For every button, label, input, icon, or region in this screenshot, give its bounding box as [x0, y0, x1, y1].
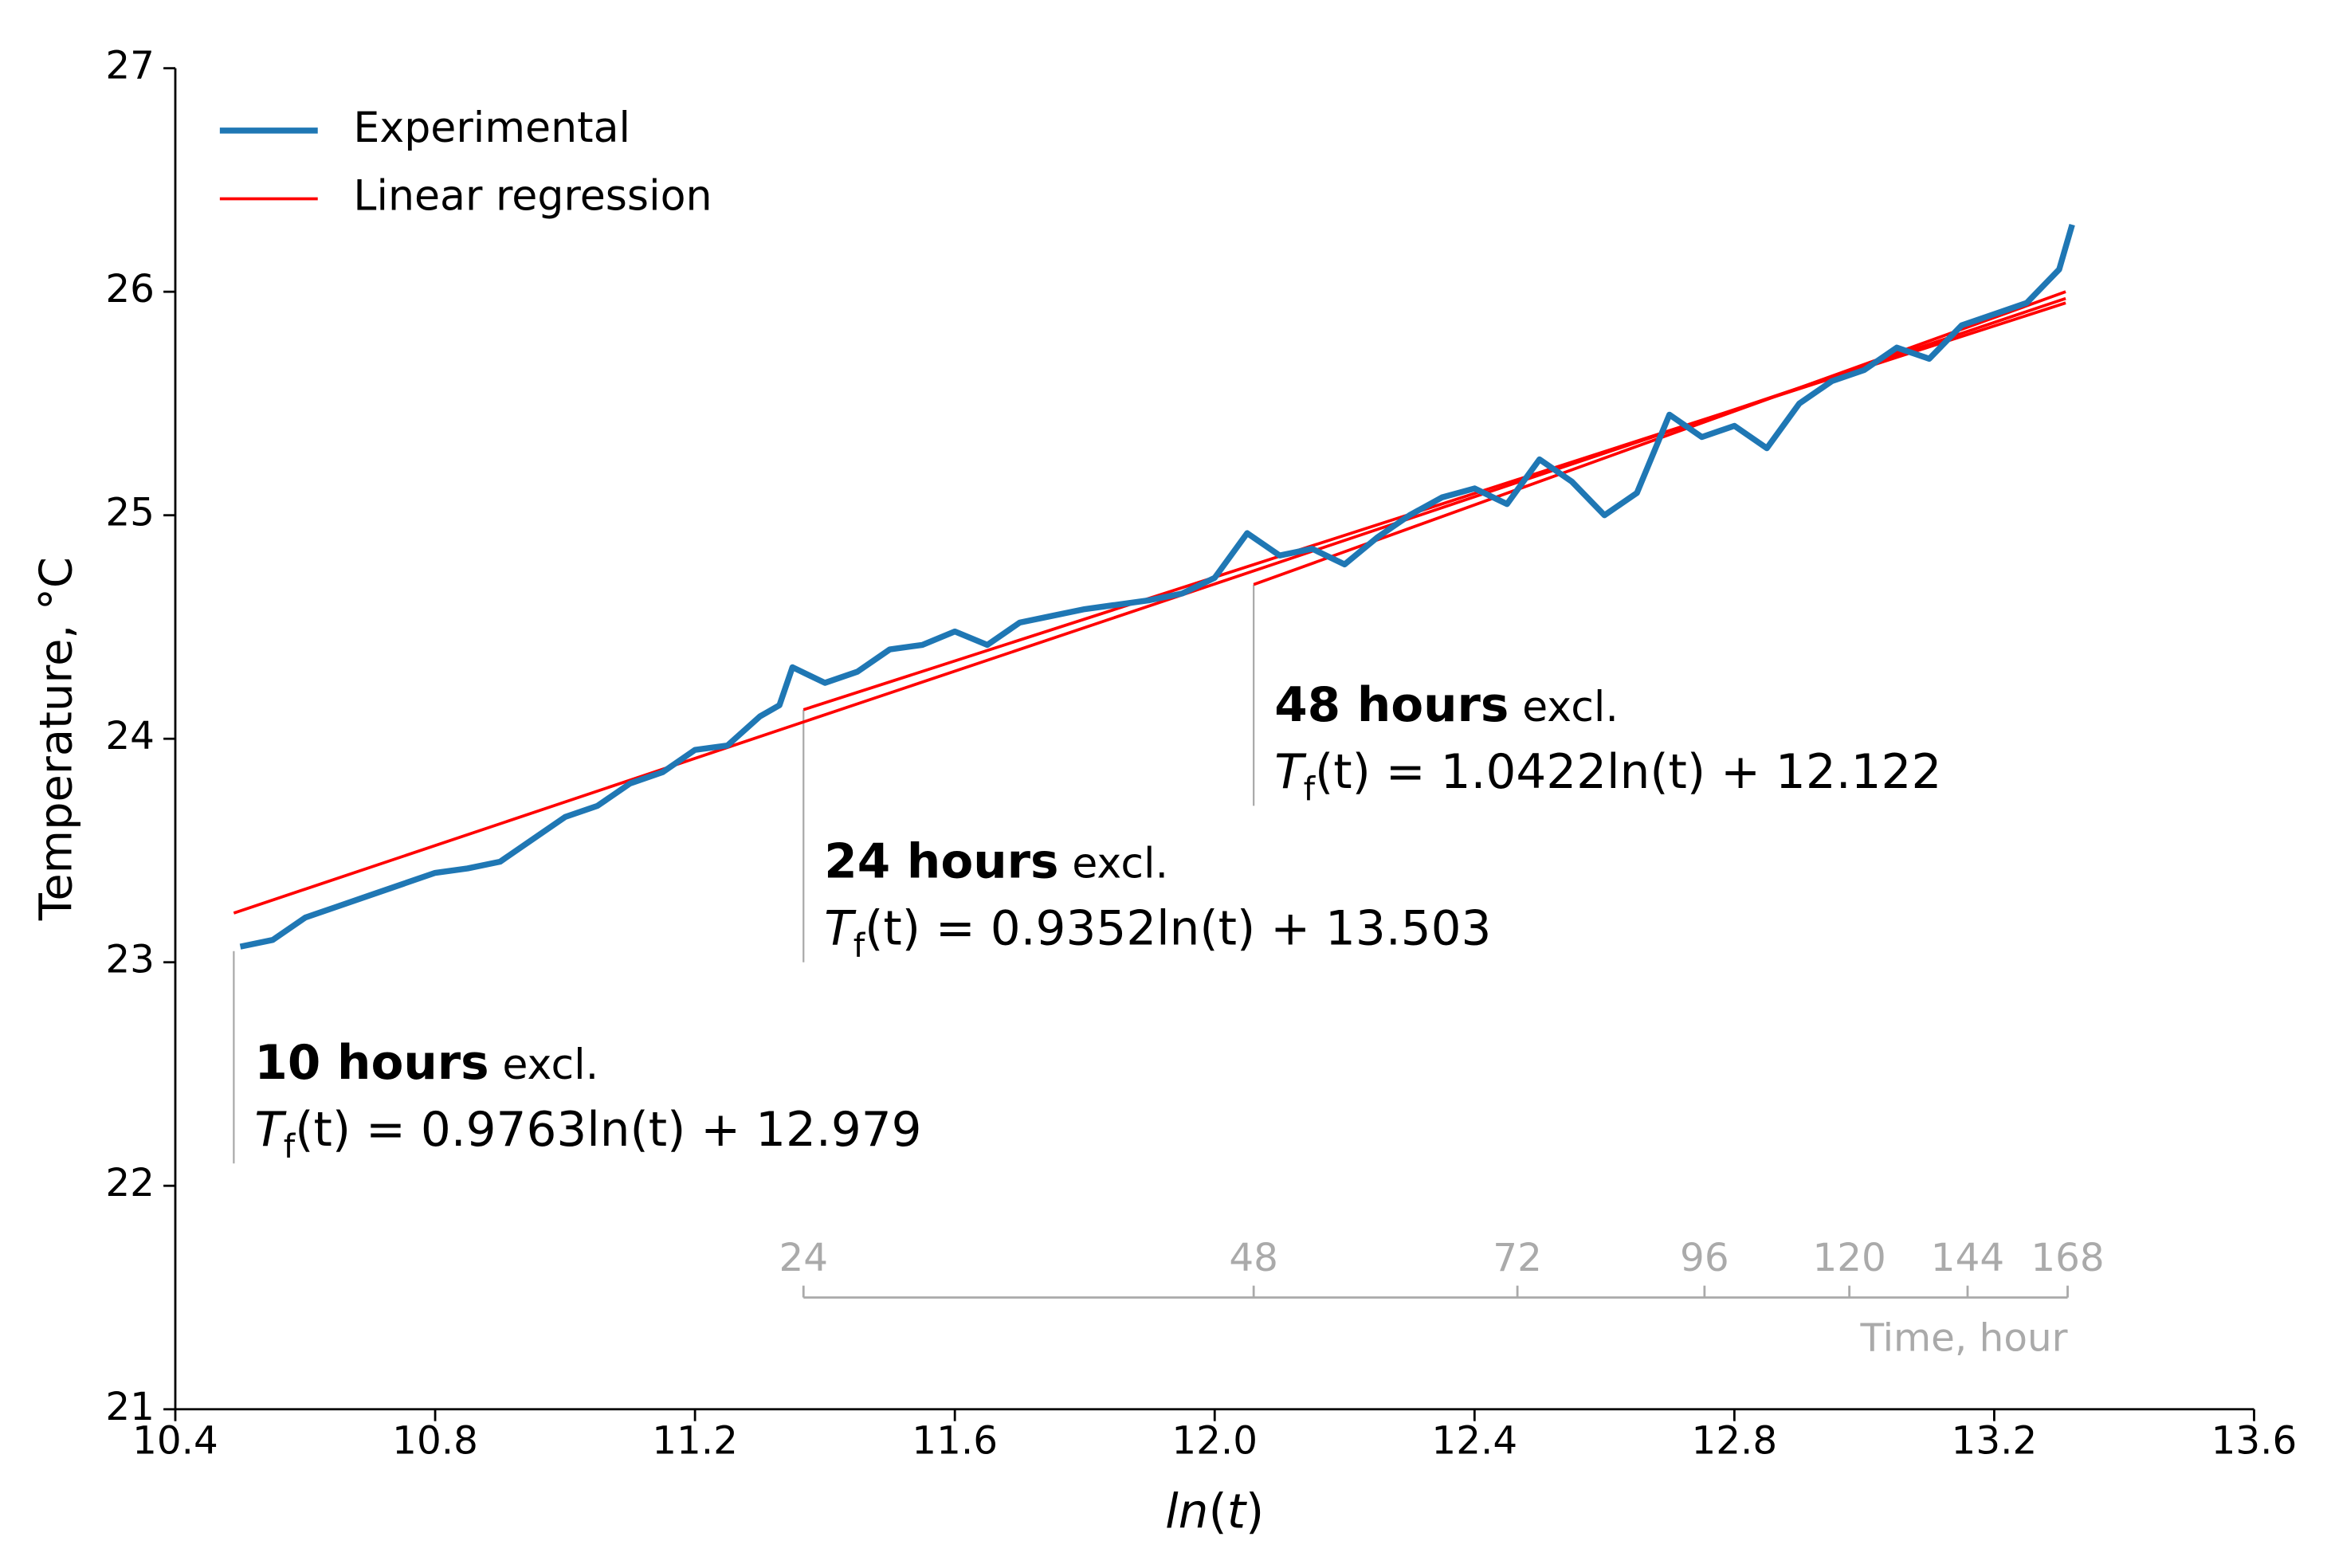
hour-tick-label: 72 — [1493, 1236, 1542, 1280]
annotation-bold: 48 hours — [1274, 678, 1509, 733]
x-tick-label: 12.4 — [1431, 1419, 1517, 1464]
x-label-var: t — [1227, 1485, 1248, 1540]
formula-expr: (t) = 0.9763ln(t) + 12.979 — [295, 1103, 921, 1158]
x-tick-label: 11.6 — [912, 1419, 998, 1464]
annotation-bold: 10 hours — [254, 1036, 489, 1091]
annotation-title: 48 hours excl. — [1274, 678, 1619, 733]
formula-var: T — [824, 901, 857, 956]
formula-sub: f — [1304, 770, 1317, 808]
annotation-formula: Tf(t) = 1.0422ln(t) + 12.122 — [1274, 745, 1941, 808]
annotation-title: 24 hours excl. — [824, 835, 1168, 890]
y-tick-label: 22 — [105, 1161, 155, 1205]
x-tick-label: 11.2 — [652, 1419, 738, 1464]
y-tick-label: 25 — [105, 491, 155, 535]
formula-expr: (t) = 1.0422ln(t) + 12.122 — [1315, 745, 1941, 800]
annotation-formula: Tf(t) = 0.9352ln(t) + 13.503 — [824, 901, 1491, 964]
formula-var: T — [254, 1103, 287, 1158]
hour-tick-label: 48 — [1229, 1236, 1278, 1280]
x-tick-label: 10.8 — [392, 1419, 478, 1464]
x-axis-label: ln(t) — [1165, 1485, 1264, 1540]
x-label-fn: ln — [1165, 1485, 1208, 1540]
x-tick-label: 12.8 — [1691, 1419, 1777, 1464]
hour-tick-label: 120 — [1812, 1236, 1886, 1280]
y-tick-label: 24 — [105, 714, 155, 759]
y-axis-label: Temperature, °C — [31, 557, 83, 921]
annotation-bold: 24 hours — [824, 835, 1058, 890]
formula-sub: f — [853, 926, 866, 964]
hour-tick-label: 168 — [2031, 1236, 2104, 1280]
legend-label: Linear regression — [353, 172, 712, 220]
annotation-text: excl. — [1072, 841, 1168, 888]
hour-tick-label: 144 — [1931, 1236, 2004, 1280]
y-tick-label: 27 — [105, 44, 155, 88]
x-label-paren: ) — [1246, 1485, 1264, 1540]
formula-sub: f — [284, 1127, 296, 1166]
formula-expr: (t) = 0.9352ln(t) + 13.503 — [865, 901, 1491, 956]
x-label-paren: ( — [1208, 1485, 1226, 1540]
annotation-text: excl. — [502, 1041, 598, 1089]
annotation-formula: Tf(t) = 0.9763ln(t) + 12.979 — [254, 1103, 921, 1166]
hour-tick-label: 24 — [779, 1236, 828, 1280]
x-tick-label: 10.4 — [132, 1419, 218, 1464]
x-tick-label: 13.2 — [1952, 1419, 2038, 1464]
hour-tick-label: 96 — [1680, 1236, 1729, 1280]
series-line — [239, 223, 2075, 950]
y-tick-label: 26 — [105, 267, 155, 312]
formula-var: T — [1274, 745, 1307, 800]
x-tick-label: 13.6 — [2211, 1419, 2298, 1464]
y-tick-label: 21 — [105, 1385, 155, 1429]
y-tick-label: 23 — [105, 938, 155, 982]
hour-axis-label: Time, hour — [1859, 1316, 2067, 1361]
legend-label: Experimental — [353, 104, 630, 152]
x-tick-label: 12.0 — [1171, 1419, 1258, 1464]
annotation-text: excl. — [1522, 684, 1619, 731]
annotation-title: 10 hours excl. — [254, 1036, 598, 1091]
